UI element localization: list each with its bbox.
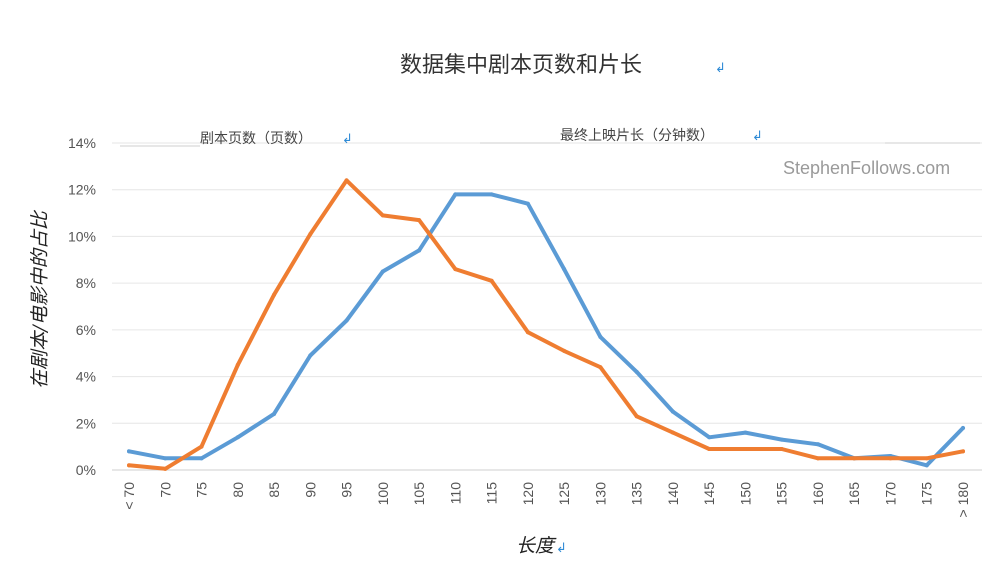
data-point-0 [670, 430, 675, 435]
x-tick-label: 155 [774, 482, 790, 506]
x-tick-label: 100 [375, 482, 391, 506]
data-point-1 [453, 192, 458, 197]
data-point-0 [707, 446, 712, 451]
x-axis-label: 长度 [516, 535, 557, 557]
data-point-0 [235, 362, 240, 367]
x-tick-label: 140 [665, 482, 681, 506]
x-tick-label: > 180 [955, 482, 971, 518]
data-point-1 [235, 435, 240, 440]
data-point-0 [308, 232, 313, 237]
data-point-1 [163, 456, 168, 461]
data-point-1 [127, 449, 131, 454]
x-tick-label: 110 [447, 482, 463, 505]
data-point-0 [489, 278, 494, 283]
data-point-0 [888, 456, 893, 461]
watermark: StephenFollows.com [783, 158, 950, 178]
x-tick-label: 145 [701, 482, 717, 506]
data-point-0 [417, 218, 422, 223]
data-point-1 [634, 369, 639, 374]
x-tick-label: 135 [629, 482, 645, 506]
data-point-0 [380, 213, 385, 218]
x-tick-label: < 70 [121, 482, 137, 510]
y-tick-label: 2% [76, 415, 96, 431]
x-label-return-mark: ↲ [556, 541, 567, 556]
data-point-0 [961, 449, 965, 454]
y-tick-label: 0% [76, 462, 96, 478]
data-point-0 [743, 446, 748, 451]
data-point-1 [525, 201, 530, 206]
data-point-0 [199, 444, 204, 449]
data-point-1 [380, 269, 385, 274]
y-tick-label: 8% [76, 275, 96, 291]
data-point-1 [743, 430, 748, 435]
x-axis-ticks: < 70 70 75 80 85 90 95 100 105 110 115 120 125 130 135… [121, 482, 971, 518]
y-tick-label: 14% [68, 135, 96, 151]
data-point-1 [961, 425, 965, 430]
legend-label-scripts: 剧本页数（页数） [200, 131, 312, 147]
x-tick-label: 160 [810, 482, 826, 506]
x-tick-label: 130 [592, 482, 608, 506]
y-tick-label: 6% [76, 322, 96, 338]
data-point-1 [308, 353, 313, 358]
grid-layer [112, 142, 982, 471]
legend-label-runtime: 最终上映片长（分钟数） [560, 127, 714, 144]
x-tick-label: 75 [194, 482, 210, 498]
data-point-0 [815, 456, 820, 461]
data-point-1 [199, 456, 204, 461]
y-tick-label: 4% [76, 369, 96, 385]
data-point-1 [707, 435, 712, 440]
data-point-0 [127, 463, 131, 468]
data-point-0 [852, 456, 857, 461]
x-tick-label: 115 [484, 482, 500, 505]
x-tick-label: 80 [230, 482, 246, 498]
x-tick-label: 70 [157, 482, 173, 498]
data-point-0 [272, 292, 277, 297]
x-tick-label: 150 [737, 482, 753, 506]
title-return-mark: ↲ [715, 61, 726, 76]
data-point-1 [670, 409, 675, 414]
x-tick-label: 85 [266, 482, 282, 498]
series-layer [127, 178, 965, 471]
data-point-0 [562, 348, 567, 353]
data-point-1 [344, 318, 349, 323]
y-axis-label: 在剧本/电影中的占比 [29, 209, 51, 388]
y-tick-label: 12% [68, 182, 96, 198]
x-tick-label: 170 [882, 482, 898, 506]
data-point-0 [924, 456, 929, 461]
chart-title: 数据集中剧本页数和片长 [400, 53, 642, 78]
data-point-1 [417, 248, 422, 253]
data-point-0 [344, 178, 349, 183]
y-tick-label: 10% [68, 228, 96, 244]
x-tick-label: 90 [302, 482, 318, 498]
data-point-0 [525, 330, 530, 335]
legend-return-mark-runtime: ↲ [752, 129, 763, 144]
data-point-0 [779, 446, 784, 451]
data-point-1 [779, 437, 784, 442]
x-tick-label: 175 [919, 482, 935, 506]
data-point-0 [598, 365, 603, 370]
legend-return-mark-scripts: ↲ [342, 132, 353, 147]
data-point-0 [453, 267, 458, 272]
x-tick-label: 120 [520, 482, 536, 506]
data-point-1 [562, 267, 567, 272]
x-tick-label: 105 [411, 482, 427, 506]
x-tick-label: 125 [556, 482, 572, 506]
series-line-1 [127, 192, 965, 468]
data-point-1 [598, 334, 603, 339]
series-line-0 [127, 178, 965, 471]
data-point-1 [815, 442, 820, 447]
data-point-1 [924, 463, 929, 468]
data-point-1 [272, 411, 277, 416]
data-point-1 [489, 192, 494, 197]
data-point-0 [163, 466, 168, 471]
y-axis-ticks: 0% 2% 4% 6% 8% 10% 12% 14% [68, 135, 96, 478]
data-point-0 [634, 414, 639, 419]
x-tick-label: 95 [339, 482, 355, 498]
x-tick-label: 165 [846, 482, 862, 506]
